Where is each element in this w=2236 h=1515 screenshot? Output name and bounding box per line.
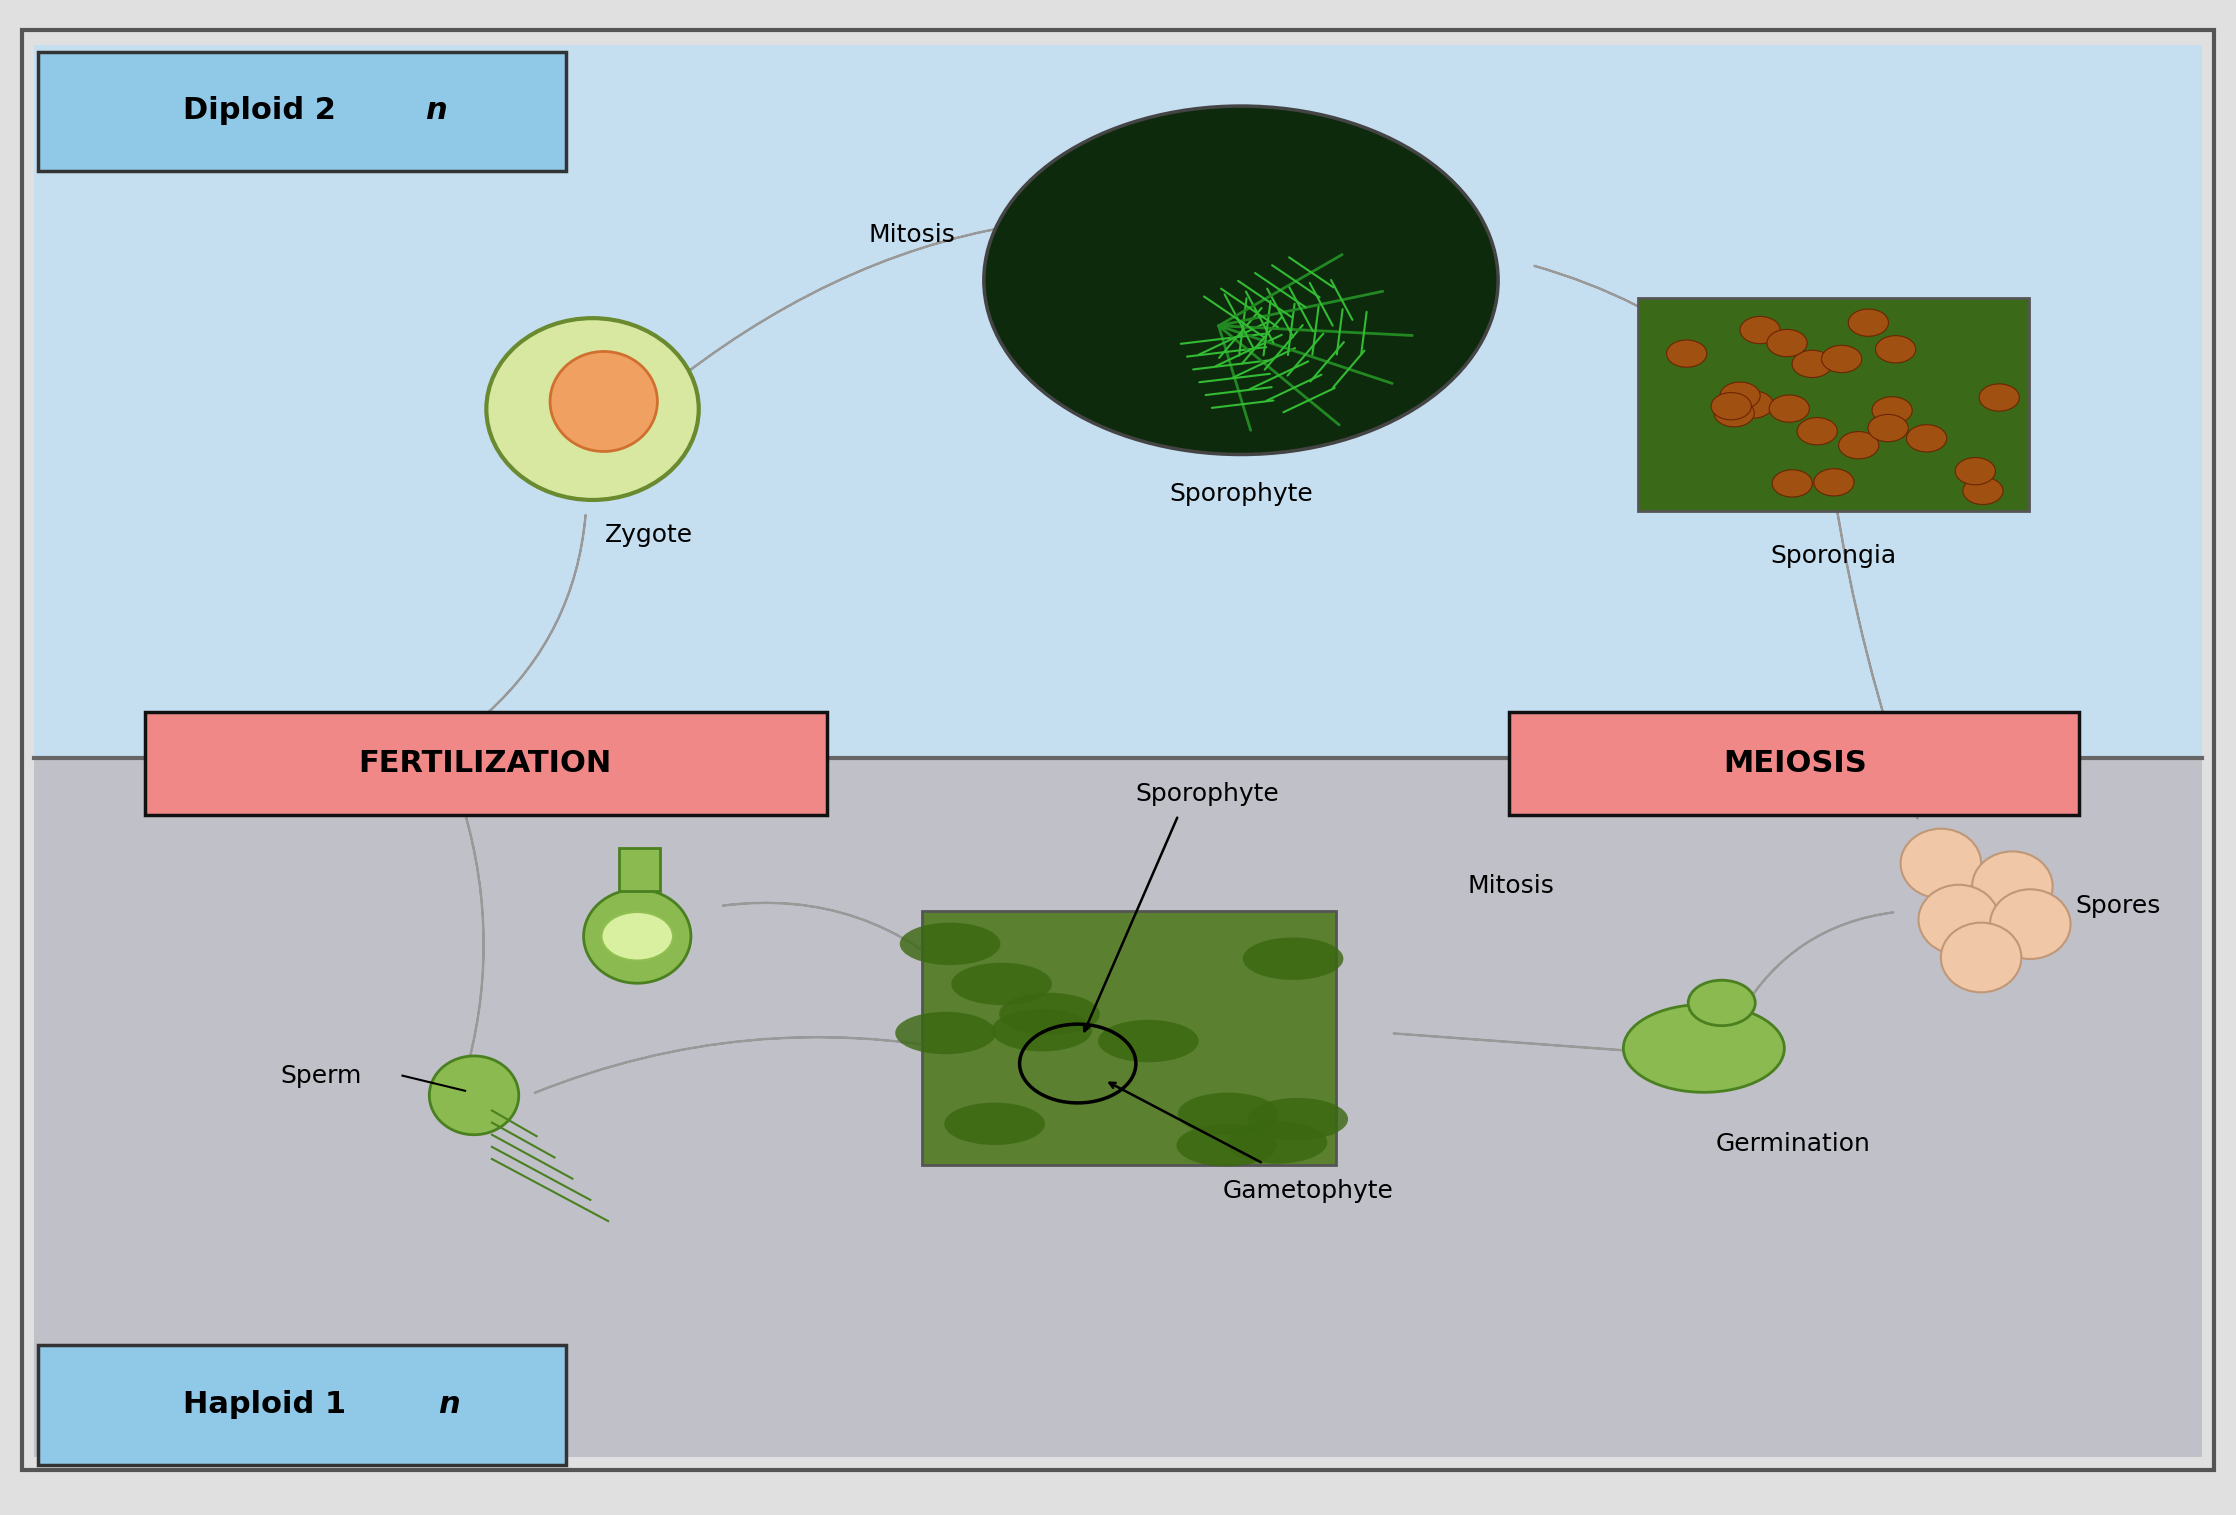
Circle shape: [1838, 432, 1878, 459]
Ellipse shape: [487, 318, 700, 500]
Circle shape: [1813, 468, 1854, 495]
Text: n: n: [438, 1389, 461, 1420]
Text: MEIOSIS: MEIOSIS: [1724, 748, 1867, 779]
Ellipse shape: [899, 923, 999, 965]
Ellipse shape: [999, 992, 1100, 1035]
Circle shape: [1979, 383, 2019, 411]
Ellipse shape: [1098, 1020, 1198, 1062]
Circle shape: [1907, 424, 1948, 451]
FancyBboxPatch shape: [619, 848, 660, 891]
Ellipse shape: [991, 1009, 1091, 1051]
FancyBboxPatch shape: [921, 911, 1335, 1165]
Circle shape: [984, 106, 1498, 454]
FancyBboxPatch shape: [38, 52, 566, 171]
FancyBboxPatch shape: [22, 30, 2214, 1470]
Circle shape: [1963, 477, 2003, 504]
Text: Diploid 2: Diploid 2: [183, 95, 335, 126]
Ellipse shape: [1178, 1092, 1279, 1135]
Ellipse shape: [1918, 885, 1999, 954]
Ellipse shape: [1176, 1124, 1277, 1167]
Circle shape: [1867, 415, 1907, 442]
Ellipse shape: [1243, 938, 1344, 980]
Ellipse shape: [1972, 851, 2053, 921]
Circle shape: [1733, 391, 1773, 418]
Ellipse shape: [944, 1103, 1044, 1145]
Circle shape: [1715, 400, 1755, 427]
Circle shape: [1766, 329, 1807, 356]
Text: Gametophyte: Gametophyte: [1223, 1179, 1393, 1203]
Circle shape: [1769, 395, 1809, 423]
FancyBboxPatch shape: [34, 45, 2202, 758]
Text: Sporophyte: Sporophyte: [1136, 782, 1279, 806]
Ellipse shape: [1688, 980, 1755, 1026]
FancyBboxPatch shape: [1637, 298, 2030, 511]
Circle shape: [1798, 418, 1838, 445]
Text: Mitosis: Mitosis: [870, 223, 955, 247]
Circle shape: [1773, 470, 1813, 497]
Ellipse shape: [1901, 829, 1981, 898]
Ellipse shape: [950, 962, 1051, 1004]
Circle shape: [1849, 309, 1889, 336]
FancyBboxPatch shape: [145, 712, 827, 815]
Circle shape: [1876, 336, 1916, 364]
Circle shape: [1872, 397, 1912, 424]
Ellipse shape: [1228, 1121, 1328, 1164]
Text: Sperm: Sperm: [282, 1064, 362, 1088]
FancyBboxPatch shape: [1509, 712, 2079, 815]
Ellipse shape: [894, 1012, 995, 1054]
Text: Haploid 1: Haploid 1: [183, 1389, 347, 1420]
Text: Egg: Egg: [613, 771, 662, 795]
Ellipse shape: [429, 1056, 519, 1135]
Circle shape: [1719, 382, 1760, 409]
Ellipse shape: [1941, 923, 2021, 992]
Ellipse shape: [550, 351, 657, 451]
Text: Zygote: Zygote: [604, 523, 693, 547]
Ellipse shape: [584, 889, 691, 983]
Circle shape: [1711, 392, 1751, 420]
Text: Spores: Spores: [2075, 894, 2160, 918]
Circle shape: [1666, 339, 1706, 367]
Text: FERTILIZATION: FERTILIZATION: [358, 748, 613, 779]
Circle shape: [1954, 458, 1995, 485]
Text: Sporongia: Sporongia: [1771, 544, 1896, 568]
Circle shape: [1822, 345, 1863, 373]
Text: Sporophyte: Sporophyte: [1169, 482, 1313, 506]
FancyBboxPatch shape: [34, 758, 2202, 1457]
Circle shape: [601, 912, 673, 961]
Ellipse shape: [1623, 1004, 1784, 1092]
Circle shape: [1791, 350, 1831, 377]
Text: n: n: [425, 95, 447, 126]
FancyBboxPatch shape: [38, 1345, 566, 1465]
Text: Mitosis: Mitosis: [1467, 874, 1554, 898]
Text: Germination: Germination: [1715, 1132, 1872, 1156]
Ellipse shape: [1248, 1098, 1348, 1141]
Circle shape: [1740, 317, 1780, 344]
Ellipse shape: [1990, 889, 2071, 959]
